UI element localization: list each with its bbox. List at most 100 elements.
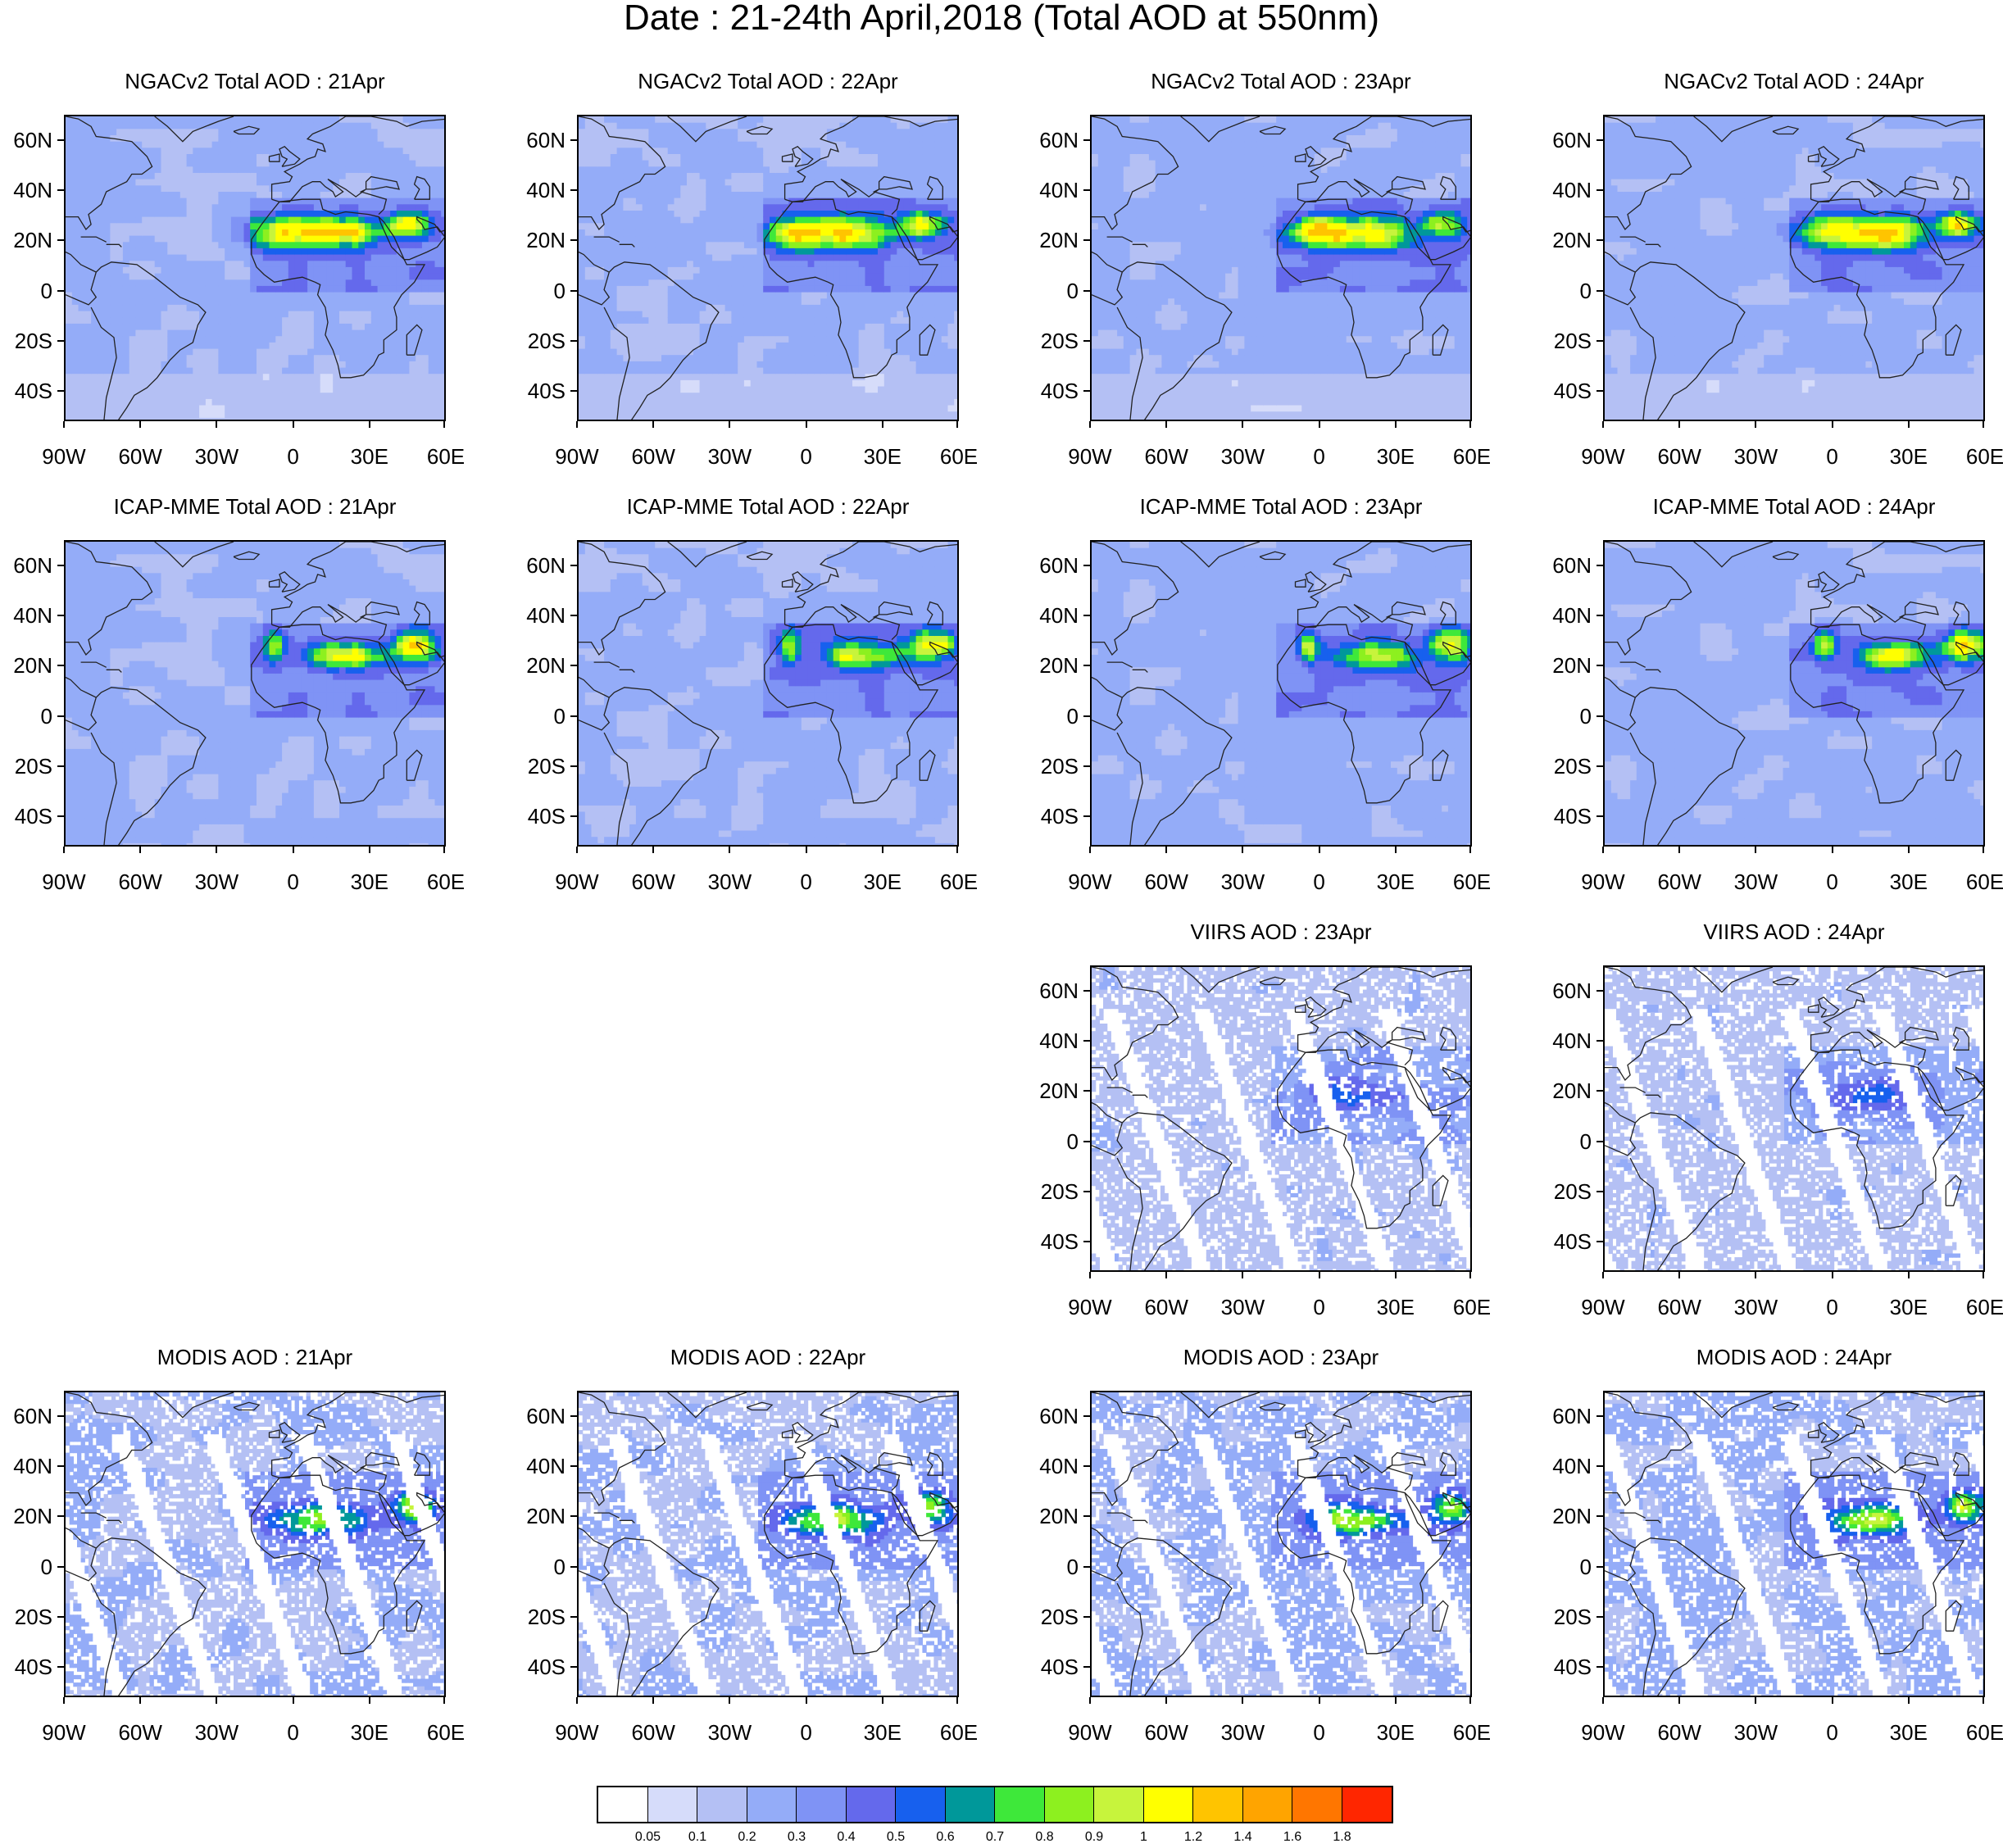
y-tick-label: 40N	[1542, 179, 1592, 201]
aod-field	[1605, 967, 1983, 1270]
map-frame	[1603, 965, 1985, 1272]
map-panel-icap-22: ICAP-MME Total AOD : 22Apr 60N 40N 20N 0 20S 4…	[513, 425, 1005, 901]
x-tick	[1242, 421, 1244, 428]
colorbar-label: 0.1	[677, 1831, 718, 1844]
x-tick-label: 0	[1800, 871, 1865, 892]
x-tick	[1755, 1697, 1757, 1704]
y-tick-label: 40N	[1029, 605, 1079, 626]
y-tick-label: 0	[1029, 706, 1079, 727]
aod-field	[66, 116, 444, 420]
y-tick	[57, 1666, 64, 1669]
y-tick	[1596, 138, 1603, 141]
x-tick	[1165, 1272, 1168, 1278]
x-tick	[576, 847, 578, 853]
x-tick-label: 0	[774, 446, 839, 467]
panel-title: ICAP-MME Total AOD : 24Apr	[1601, 496, 1987, 517]
y-tick-label: 0	[516, 1556, 565, 1578]
x-tick-label: 30W	[697, 446, 762, 467]
colorbar-label: 0.3	[776, 1831, 817, 1844]
x-tick	[1318, 847, 1320, 853]
x-tick-label: 90W	[1570, 1722, 1636, 1743]
x-tick-label: 60W	[1133, 871, 1199, 892]
y-tick-label: 40N	[3, 1455, 52, 1477]
y-tick-label: 40S	[1029, 380, 1079, 402]
x-tick-label: 60W	[1133, 1722, 1199, 1743]
x-tick-label: 30E	[1363, 871, 1428, 892]
y-tick-label: 40S	[516, 806, 565, 827]
y-tick-label: 60N	[1029, 980, 1079, 1001]
map-frame	[64, 540, 446, 847]
x-tick-label: 0	[1287, 1296, 1352, 1318]
x-tick-label: 30W	[184, 871, 249, 892]
colorbar-swatch	[896, 1787, 946, 1822]
y-tick	[570, 239, 577, 242]
y-tick-label: 40N	[3, 179, 52, 201]
x-tick-label: 0	[1287, 871, 1352, 892]
y-tick-label: 0	[1029, 280, 1079, 302]
x-tick	[1831, 1697, 1833, 1704]
y-tick	[570, 1615, 577, 1618]
y-tick-label: 20S	[1542, 1606, 1592, 1628]
x-tick	[216, 847, 218, 853]
x-tick	[1242, 1697, 1244, 1704]
x-tick-label: 60E	[1952, 446, 2003, 467]
y-tick-label: 20N	[1542, 1080, 1592, 1101]
x-tick	[576, 421, 578, 428]
colorbar-label: 0.8	[1024, 1831, 1065, 1844]
panel-title: VIIRS AOD : 23Apr	[1088, 921, 1474, 942]
y-tick-label: 40N	[1029, 1030, 1079, 1051]
y-tick	[57, 815, 64, 818]
y-tick	[1083, 1515, 1090, 1518]
y-tick-label: 60N	[516, 129, 565, 151]
y-tick	[570, 815, 577, 818]
x-tick	[652, 847, 655, 853]
y-tick-label: 40S	[3, 806, 52, 827]
y-tick	[570, 715, 577, 717]
y-tick-label: 60N	[1542, 1405, 1592, 1427]
panel-title: MODIS AOD : 21Apr	[62, 1346, 447, 1368]
x-tick	[729, 847, 731, 853]
x-tick-label: 0	[1287, 1722, 1352, 1743]
y-tick	[57, 339, 64, 342]
x-tick	[443, 421, 445, 428]
x-tick	[292, 421, 294, 428]
x-tick	[63, 847, 65, 853]
x-tick	[1907, 847, 1910, 853]
aod-field	[1605, 116, 1983, 420]
x-tick	[1678, 847, 1681, 853]
x-tick-label: 60E	[1439, 1296, 1505, 1318]
x-tick	[1602, 847, 1604, 853]
y-tick	[570, 188, 577, 191]
y-tick	[1596, 765, 1603, 767]
map-frame	[1090, 1391, 1472, 1697]
x-tick-label: 30E	[1363, 1296, 1428, 1318]
y-tick	[1083, 1666, 1090, 1669]
y-tick-label: 60N	[1029, 1405, 1079, 1427]
map-panel-viirs-24: VIIRS AOD : 24Apr 60N 40N 20N 0 20S 40S 90W 60W 3…	[1539, 851, 2003, 1326]
y-tick-label: 0	[1542, 280, 1592, 302]
x-tick	[1089, 847, 1091, 853]
y-tick	[1596, 1615, 1603, 1618]
x-tick	[1983, 1697, 1984, 1704]
colorbar-label: 0.4	[826, 1831, 867, 1844]
y-tick	[1596, 1140, 1603, 1142]
x-tick	[1469, 1272, 1471, 1278]
y-tick-label: 20S	[3, 330, 52, 352]
colorbar-label: 1.2	[1173, 1831, 1214, 1844]
colorbar-swatch	[995, 1787, 1045, 1822]
y-tick-label: 40S	[516, 380, 565, 402]
x-tick-label: 30W	[1723, 446, 1788, 467]
x-tick-label: 60E	[1952, 871, 2003, 892]
y-tick	[570, 1515, 577, 1518]
y-tick	[1083, 188, 1090, 191]
y-tick-label: 20S	[516, 1606, 565, 1628]
x-tick	[1242, 1272, 1244, 1278]
y-tick-label: 20N	[3, 1505, 52, 1527]
colorbar-label: 0.9	[1074, 1831, 1115, 1844]
x-tick-label: 30W	[697, 871, 762, 892]
x-tick-label: 30W	[184, 1722, 249, 1743]
x-tick-label: 30W	[1210, 1296, 1275, 1318]
panel-title: ICAP-MME Total AOD : 22Apr	[575, 496, 961, 517]
x-tick-label: 0	[1800, 1296, 1865, 1318]
x-tick	[1469, 421, 1471, 428]
